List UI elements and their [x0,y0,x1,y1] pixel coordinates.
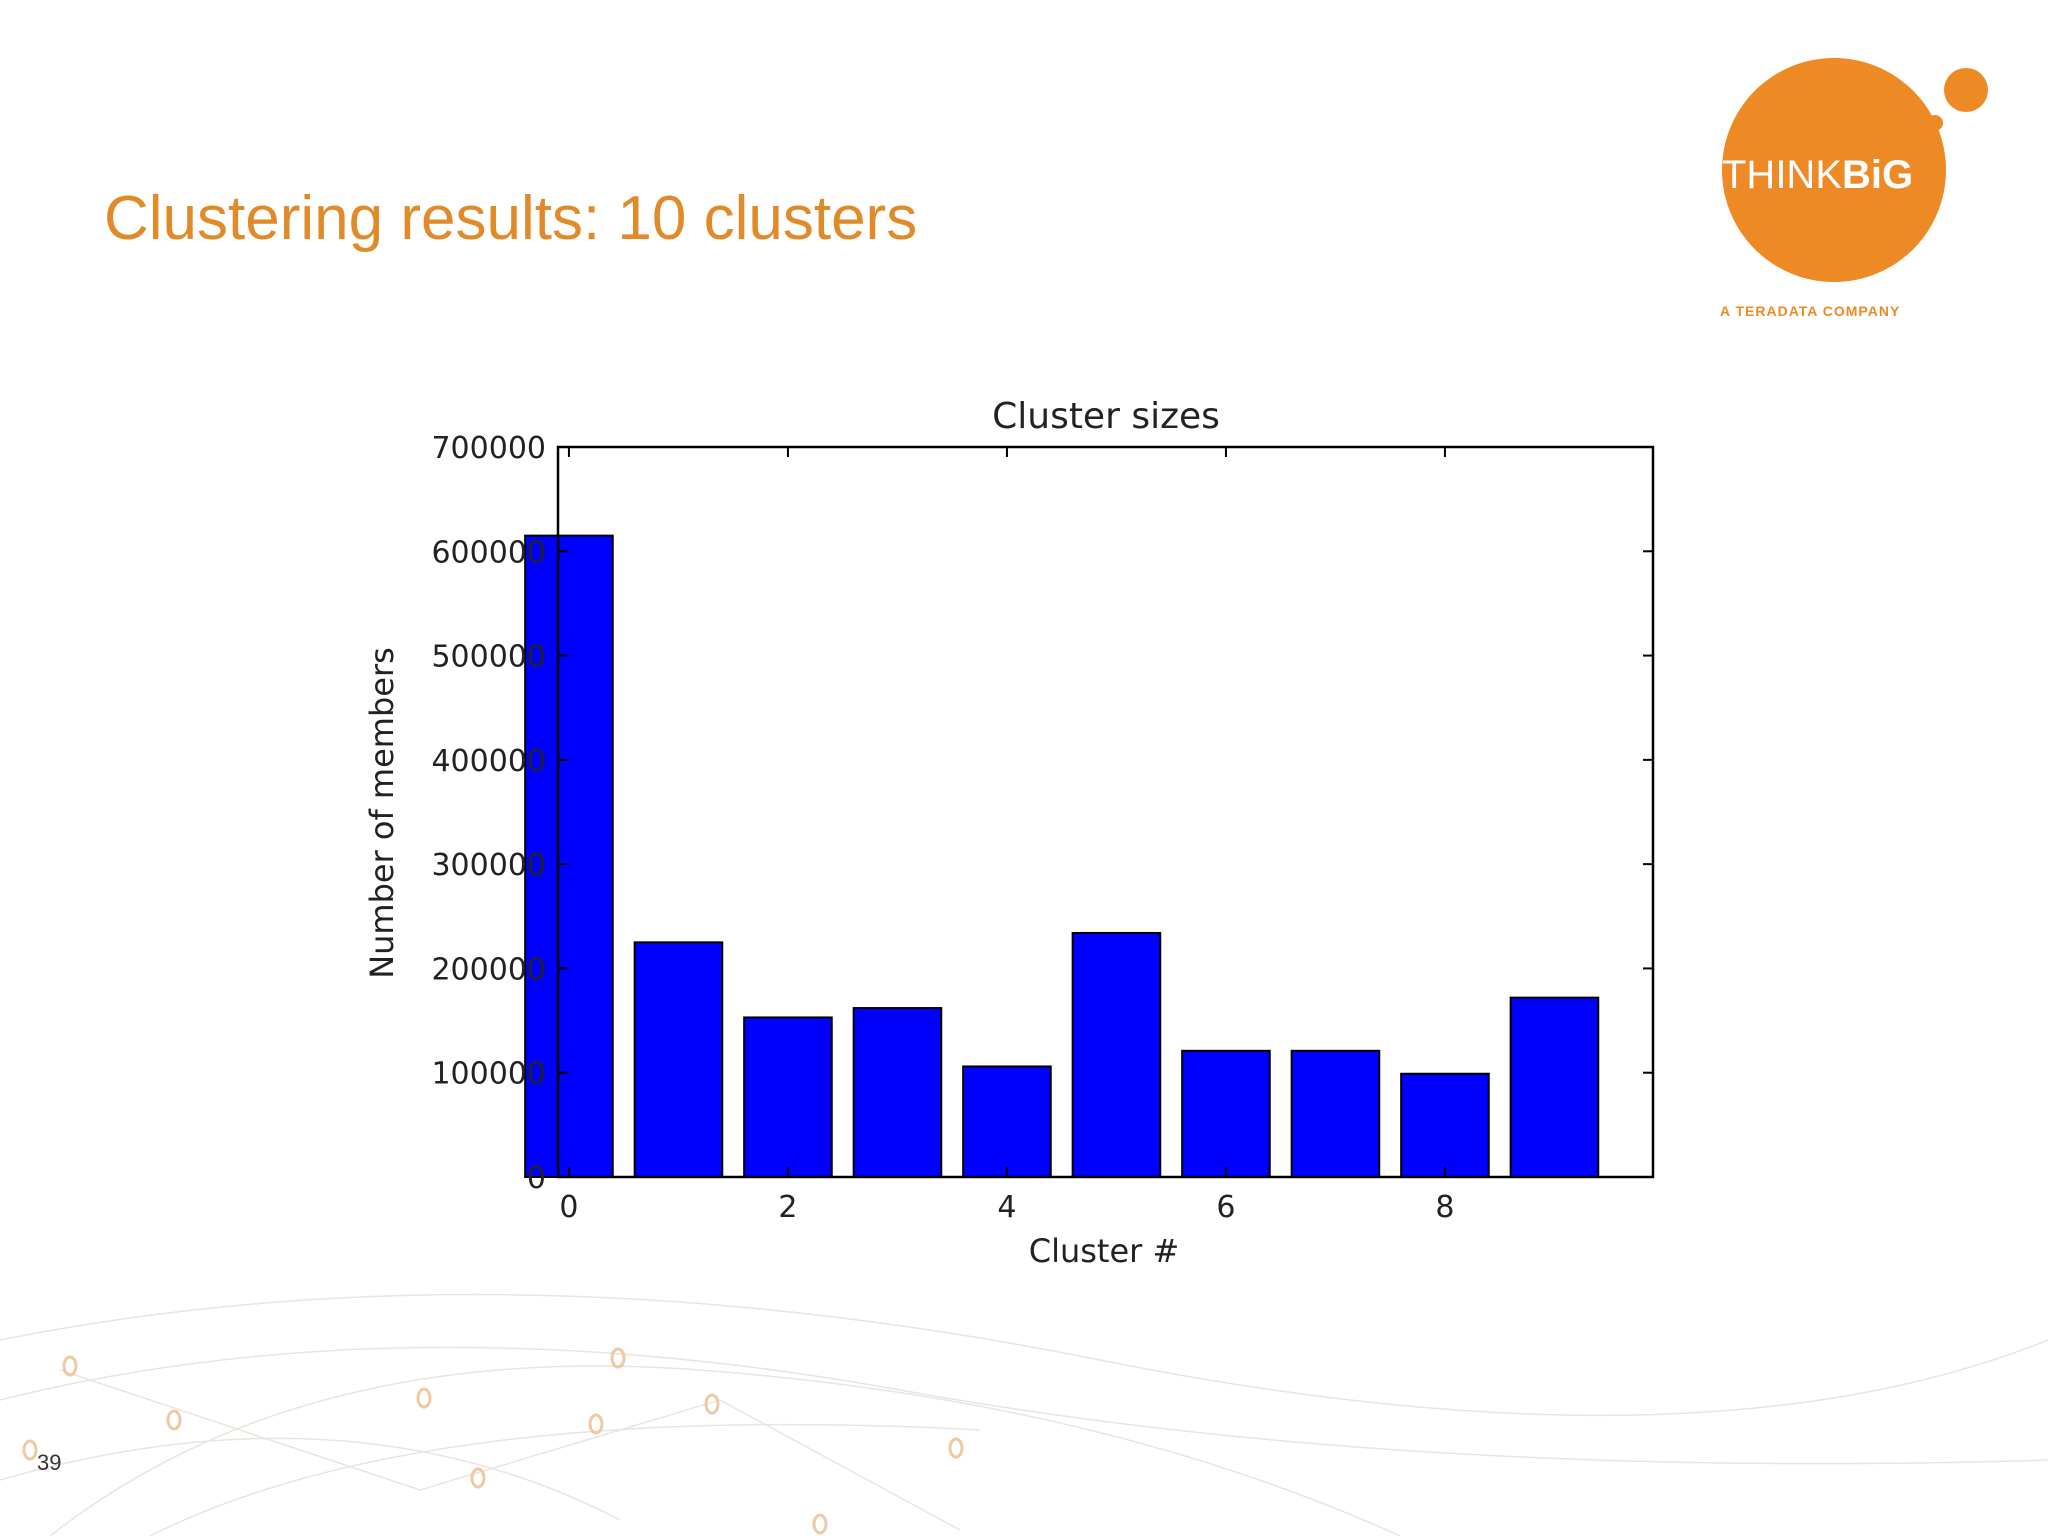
bar-cluster-6 [1181,1049,1271,1179]
background-network-decoration [0,1293,2048,1536]
x-tick-label-8: 8 [1435,1190,1454,1225]
x-tick-label-4: 4 [997,1190,1016,1225]
bar-cluster-3 [852,1007,943,1178]
y-tick-label-100000: 100000 [431,1057,546,1092]
y-tick-label-700000: 700000 [431,431,546,466]
slide-title: Clustering results: 10 clusters [104,184,918,253]
y-tick-label-600000: 600000 [431,535,546,570]
logo-dot-small [1927,115,1943,131]
chart-title: Cluster sizes [992,396,1220,437]
logo-tagline: A TERADATA COMPANY [1720,303,1900,319]
y-tick-label-0: 0 [527,1161,546,1196]
bars [524,534,1600,1179]
y-tick-label-200000: 200000 [431,952,546,987]
y-tick-label-500000: 500000 [431,640,546,675]
y-tick-label-300000: 300000 [431,848,546,883]
y-axis-label: Number of members [363,647,401,979]
y-tick-label-400000: 400000 [431,744,546,779]
page-number: 39 [37,1450,62,1475]
logo-circle [1722,58,1946,282]
bar-cluster-4 [962,1065,1052,1179]
axis-ticks: 0 2 4 6 8 0 100000 200000 300000 400000 500000 6000… [431,431,1653,1225]
x-tick-label-2: 2 [778,1190,797,1225]
bar-cluster-1 [633,941,724,1178]
bar-cluster-8 [1400,1072,1490,1179]
bar-cluster-0 [524,534,614,1178]
x-axis-label: Cluster # [1029,1232,1180,1270]
bar-cluster-5 [1071,931,1162,1178]
x-tick-label-0: 0 [559,1190,578,1225]
plot-frame [556,445,1655,1179]
bar-cluster-9 [1509,996,1600,1179]
logo-brand-text: THINKBiG [1722,153,1913,197]
bar-cluster-7 [1290,1049,1381,1179]
x-tick-label-6: 6 [1216,1190,1235,1225]
logo-dot-large [1944,68,1988,112]
thinkbig-logo: THINKBiG A TERADATA COMPANY [1720,58,1988,319]
logo-brand-light: THINK [1722,153,1842,197]
bar-cluster-2 [743,1016,833,1179]
logo-brand-bold: BiG [1842,153,1913,197]
